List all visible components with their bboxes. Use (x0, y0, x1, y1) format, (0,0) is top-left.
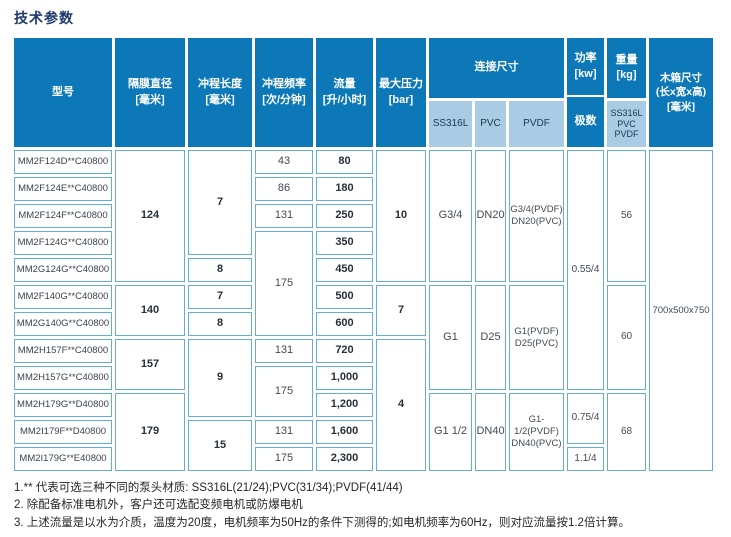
cell-stroke-frequency: 131 (255, 339, 313, 363)
cell-flow: 1,000 (316, 366, 373, 390)
cell-flow: 450 (316, 258, 373, 282)
cell-model: MM2I179F**D40800 (14, 420, 112, 444)
col-subheader-pvc: PVC (475, 101, 506, 147)
cell-stroke-frequency: 86 (255, 177, 313, 201)
col-header-power: 功率 [kw] 极数 (567, 38, 604, 147)
cell-diaphragm: 140 (115, 285, 185, 336)
cell-model: MM2G124G**C40800 (14, 258, 112, 282)
footnote-line: 2. 除配备标准电机外，客户还可选配变频电机或防爆电机 (14, 499, 303, 512)
cell-flow: 600 (316, 312, 373, 336)
power-kw-label: 功率 [kw] (574, 52, 597, 80)
footnote-line: 1.** 代表可选三种不同的泵头材质: SS316L(21/24);PVC(31… (14, 482, 403, 494)
cell-weight: 56 (607, 150, 646, 282)
pole-count-label: 极数 (567, 95, 604, 147)
cell-stroke-length: 8 (188, 258, 252, 282)
cell-model: MM2H179G**D40800 (14, 393, 112, 417)
cell-model: MM2F124E**C40800 (14, 177, 112, 201)
col-header-model: 型号 (14, 38, 112, 147)
cell-conn-pvc: DN40 (475, 393, 506, 471)
cell-flow: 1,200 (316, 393, 373, 417)
cell-stroke-length: 7 (188, 285, 252, 309)
cell-stroke-length: 15 (188, 420, 252, 471)
cell-stroke-frequency: 131 (255, 420, 313, 444)
cell-flow: 350 (316, 231, 373, 255)
cell-power: 0.55/4 (567, 150, 604, 390)
cell-flow: 1,600 (316, 420, 373, 444)
col-header-weight: 重量 [kg] (607, 38, 646, 98)
tech-parameters-table: 型号 隔膜直径 [毫米] 冲程长度 [毫米] 冲程频率 [次/分钟] 流量 [升… (14, 38, 713, 471)
cell-conn-pvc: DN20 (475, 150, 506, 282)
col-header-stroke-length: 冲程长度 [毫米] (188, 38, 252, 147)
cell-stroke-frequency: 131 (255, 204, 313, 228)
cell-max-pressure: 4 (376, 339, 426, 471)
cell-model: MM2H157G**C40800 (14, 366, 112, 390)
cell-flow: 720 (316, 339, 373, 363)
cell-stroke-length: 9 (188, 339, 252, 417)
cell-power: 1.1/4 (567, 447, 604, 471)
footnote-line: 3. 上述流量是以水为介质，温度为20度，电机频率为50Hz的条件下测得的;如电… (14, 516, 630, 529)
cell-conn-pvdf: G1(PVDF) D25(PVC) (509, 285, 564, 390)
cell-conn-ss316l: G1 1/2 (429, 393, 472, 471)
cell-conn-pvdf: G1-1/2(PVDF) DN40(PVC) (509, 393, 564, 471)
col-header-flow: 流量 [升/小时] (316, 38, 373, 147)
cell-flow: 250 (316, 204, 373, 228)
cell-model: MM2F140G**C40800 (14, 285, 112, 309)
cell-stroke-frequency: 175 (255, 231, 313, 336)
cell-diaphragm: 124 (115, 150, 185, 282)
cell-flow: 2,300 (316, 447, 373, 471)
col-subheader-ss316l: SS316L (429, 101, 472, 147)
cell-max-pressure: 10 (376, 150, 426, 282)
cell-model: MM2F124D**C40800 (14, 150, 112, 174)
cell-crate-size: 700x500x750 (649, 150, 713, 471)
cell-model: MM2F124G**C40800 (14, 231, 112, 255)
cell-conn-ss316l: G3/4 (429, 150, 472, 282)
cell-weight: 60 (607, 285, 646, 390)
cell-model: MM2I179G**E40800 (14, 447, 112, 471)
cell-weight: 68 (607, 393, 646, 471)
cell-model: MM2H157F**C40800 (14, 339, 112, 363)
cell-model: MM2F124F**C40800 (14, 204, 112, 228)
cell-stroke-frequency: 43 (255, 150, 313, 174)
cell-flow: 80 (316, 150, 373, 174)
cell-stroke-frequency: 175 (255, 366, 313, 417)
col-header-crate-size: 木箱尺寸 (长x宽x高) [毫米] (649, 38, 713, 147)
col-header-connection-size: 连接尺寸 (429, 38, 564, 98)
col-header-stroke-frequency: 冲程频率 [次/分钟] (255, 38, 313, 147)
col-header-max-pressure: 最大压力 [bar] (376, 38, 426, 147)
cell-max-pressure: 7 (376, 285, 426, 336)
cell-conn-pvc: D25 (475, 285, 506, 390)
cell-conn-pvdf: G3/4(PVDF) DN20(PVC) (509, 150, 564, 282)
cell-diaphragm: 179 (115, 393, 185, 471)
cell-conn-ss316l: G1 (429, 285, 472, 390)
cell-power: 0.75/4 (567, 393, 604, 444)
col-subheader-weight-materials: SS316L PVC PVDF (607, 101, 646, 147)
cell-flow: 500 (316, 285, 373, 309)
col-subheader-pvdf: PVDF (509, 101, 564, 147)
cell-stroke-length: 8 (188, 312, 252, 336)
col-header-diaphragm-diameter: 隔膜直径 [毫米] (115, 38, 185, 147)
cell-model: MM2G140G**C40800 (14, 312, 112, 336)
cell-diaphragm: 157 (115, 339, 185, 390)
footnotes: 1.** 代表可选三种不同的泵头材质: SS316L(21/24);PVC(31… (14, 480, 717, 532)
cell-flow: 180 (316, 177, 373, 201)
cell-stroke-frequency: 175 (255, 447, 313, 471)
page-title: 技术参数 (14, 10, 74, 26)
cell-stroke-length: 7 (188, 150, 252, 255)
